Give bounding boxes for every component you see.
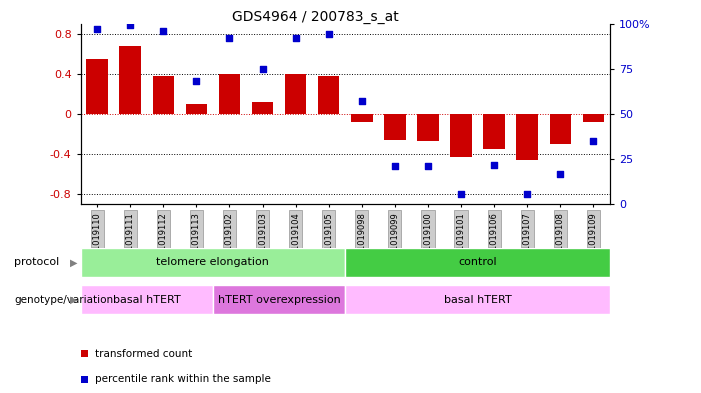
Point xyxy=(522,190,533,196)
Point xyxy=(456,190,467,196)
Point xyxy=(92,26,103,32)
Bar xyxy=(583,114,604,122)
Point xyxy=(290,35,301,41)
Bar xyxy=(484,114,505,149)
Bar xyxy=(86,59,108,114)
Bar xyxy=(346,248,610,277)
Point xyxy=(389,163,400,169)
Point xyxy=(323,31,334,38)
Bar xyxy=(186,104,207,114)
Bar xyxy=(351,114,372,122)
Text: GDS4964 / 200783_s_at: GDS4964 / 200783_s_at xyxy=(232,10,399,24)
Point xyxy=(224,35,235,41)
Bar xyxy=(550,114,571,144)
Bar xyxy=(346,285,610,314)
Text: ▶: ▶ xyxy=(69,295,77,305)
Bar xyxy=(153,76,174,114)
Bar xyxy=(119,46,141,114)
Text: transformed count: transformed count xyxy=(95,349,192,359)
Point xyxy=(489,162,500,168)
Point xyxy=(356,98,367,105)
Bar xyxy=(517,114,538,160)
Text: genotype/variation: genotype/variation xyxy=(14,295,113,305)
Point xyxy=(587,138,599,144)
Point xyxy=(125,22,136,29)
Text: percentile rank within the sample: percentile rank within the sample xyxy=(95,374,271,384)
Point xyxy=(422,163,433,169)
Point xyxy=(191,78,202,84)
Bar xyxy=(417,114,439,141)
Text: protocol: protocol xyxy=(14,257,60,267)
Point xyxy=(554,171,566,177)
Bar xyxy=(252,102,273,114)
Bar xyxy=(81,285,213,314)
Bar xyxy=(450,114,472,157)
Text: ▶: ▶ xyxy=(69,257,77,267)
Bar xyxy=(213,285,346,314)
Bar xyxy=(285,74,306,114)
Point xyxy=(158,28,169,34)
Text: hTERT overexpression: hTERT overexpression xyxy=(218,295,341,305)
Bar xyxy=(81,248,346,277)
Text: basal hTERT: basal hTERT xyxy=(444,295,512,305)
Text: basal hTERT: basal hTERT xyxy=(113,295,181,305)
Text: control: control xyxy=(458,257,497,267)
Point xyxy=(257,66,268,72)
Text: telomere elongation: telomere elongation xyxy=(156,257,269,267)
Bar xyxy=(219,74,240,114)
Bar xyxy=(384,114,406,140)
Bar xyxy=(318,76,339,114)
